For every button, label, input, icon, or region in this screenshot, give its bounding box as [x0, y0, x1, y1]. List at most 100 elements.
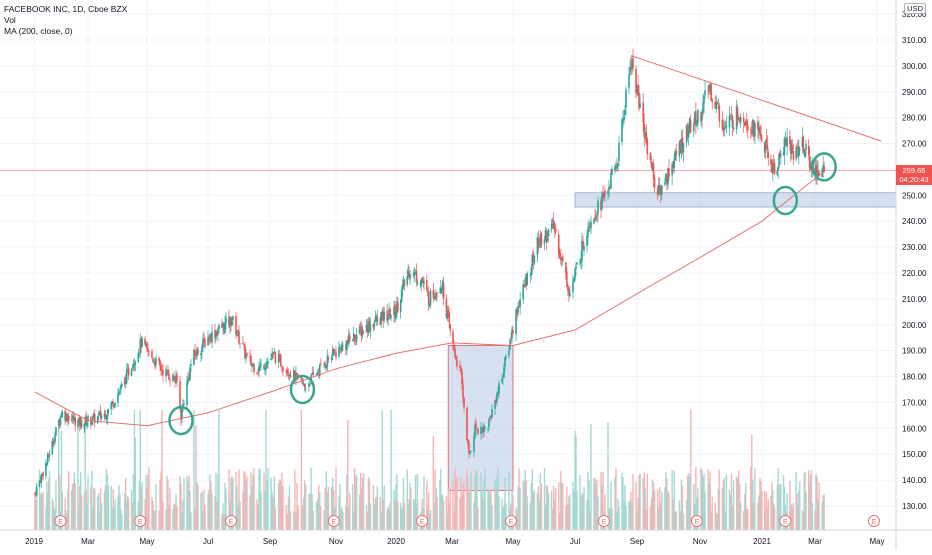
candle-body[interactable] [120, 385, 122, 390]
candle-body[interactable] [533, 255, 536, 263]
candle-body[interactable] [342, 345, 344, 347]
candle-body[interactable] [40, 474, 43, 483]
candle-body[interactable] [537, 238, 540, 249]
candle-body[interactable] [201, 345, 203, 353]
candle-body[interactable] [547, 229, 550, 237]
candle-body[interactable] [783, 138, 786, 155]
candle-body[interactable] [162, 370, 164, 376]
candle-body[interactable] [567, 285, 569, 291]
candle-body[interactable] [649, 152, 652, 160]
candle-body[interactable] [375, 316, 378, 322]
candle-body[interactable] [505, 355, 507, 358]
candle-body[interactable] [278, 353, 281, 356]
candle-body[interactable] [778, 153, 780, 167]
candle-body[interactable] [560, 258, 563, 261]
candle-body[interactable] [393, 306, 395, 315]
candle-body[interactable] [764, 141, 767, 153]
candle-body[interactable] [295, 372, 297, 381]
candle-body[interactable] [249, 355, 251, 358]
candle-body[interactable] [161, 369, 163, 371]
candle-body[interactable] [203, 337, 205, 341]
candle-body[interactable] [805, 143, 807, 150]
candle-body[interactable] [572, 281, 574, 293]
candle-body[interactable] [273, 352, 276, 355]
candle-body[interactable] [374, 317, 377, 322]
earnings-marker[interactable] [598, 515, 610, 527]
candle-body[interactable] [145, 343, 147, 346]
candle-body[interactable] [754, 122, 756, 137]
candle-body[interactable] [671, 163, 673, 176]
candle-body[interactable] [277, 354, 280, 363]
candle-body[interactable] [106, 414, 109, 420]
candle-body[interactable] [230, 318, 232, 326]
candle-body[interactable] [325, 365, 328, 368]
candle-body[interactable] [462, 384, 464, 398]
candle-body[interactable] [189, 367, 191, 380]
candle-body[interactable] [668, 168, 670, 177]
candle-body[interactable] [791, 145, 794, 150]
candle-body[interactable] [786, 137, 788, 147]
candle-body[interactable] [180, 406, 182, 420]
candle-body[interactable] [608, 186, 610, 191]
candle-body[interactable] [368, 321, 371, 330]
candle-body[interactable] [659, 187, 662, 195]
candle-body[interactable] [688, 118, 691, 131]
candle-body[interactable] [173, 376, 175, 381]
candle-body[interactable] [678, 142, 681, 157]
candle-body[interactable] [497, 392, 499, 395]
candle-body[interactable] [395, 311, 397, 319]
candle-body[interactable] [324, 363, 326, 367]
candle-body[interactable] [771, 166, 773, 173]
candle-body[interactable] [366, 325, 369, 333]
candle-body[interactable] [694, 112, 696, 125]
candle-body[interactable] [71, 415, 74, 418]
candle-body[interactable] [326, 356, 329, 367]
candle-body[interactable] [207, 337, 209, 346]
candle-body[interactable] [737, 117, 740, 120]
candle-body[interactable] [631, 60, 633, 70]
candle-body[interactable] [710, 84, 712, 101]
candle-body[interactable] [352, 333, 355, 342]
candle-body[interactable] [440, 287, 442, 294]
candle-body[interactable] [379, 318, 382, 325]
candle-body[interactable] [496, 393, 498, 402]
candle-body[interactable] [439, 292, 441, 293]
candle-body[interactable] [272, 352, 275, 354]
candle-body[interactable] [112, 401, 114, 407]
candle-body[interactable] [562, 256, 564, 262]
candle-body[interactable] [274, 352, 277, 363]
candle-body[interactable] [728, 116, 731, 128]
candle-body[interactable] [490, 416, 492, 419]
candle-body[interactable] [516, 309, 518, 315]
candle-body[interactable] [312, 372, 315, 375]
candle-body[interactable] [98, 412, 101, 415]
candle-body[interactable] [58, 421, 61, 424]
candle-body[interactable] [434, 296, 436, 298]
candle-body[interactable] [113, 404, 115, 408]
candle-body[interactable] [87, 416, 89, 422]
candle-body[interactable] [155, 358, 157, 365]
candle-body[interactable] [488, 418, 490, 428]
candle-body[interactable] [78, 416, 81, 427]
candle-body[interactable] [390, 315, 392, 318]
candle-body[interactable] [244, 345, 246, 358]
candle-body[interactable] [470, 450, 472, 452]
candle-body[interactable] [552, 220, 555, 228]
candle-body[interactable] [264, 368, 266, 371]
candle-body[interactable] [494, 400, 496, 409]
candle-body[interactable] [239, 343, 241, 345]
candle-body[interactable] [511, 329, 513, 339]
candle-body[interactable] [686, 124, 689, 137]
candle-body[interactable] [380, 315, 383, 324]
candle-body[interactable] [638, 92, 640, 109]
candle-body[interactable] [138, 352, 141, 354]
candle-body[interactable] [146, 344, 148, 348]
candle-body[interactable] [645, 132, 648, 141]
candle-body[interactable] [423, 281, 425, 284]
candle-body[interactable] [582, 241, 584, 249]
candle-body[interactable] [231, 321, 233, 325]
candle-body[interactable] [154, 361, 156, 367]
candle-body[interactable] [416, 282, 419, 285]
candle-body[interactable] [167, 369, 169, 375]
candle-body[interactable] [565, 262, 567, 274]
